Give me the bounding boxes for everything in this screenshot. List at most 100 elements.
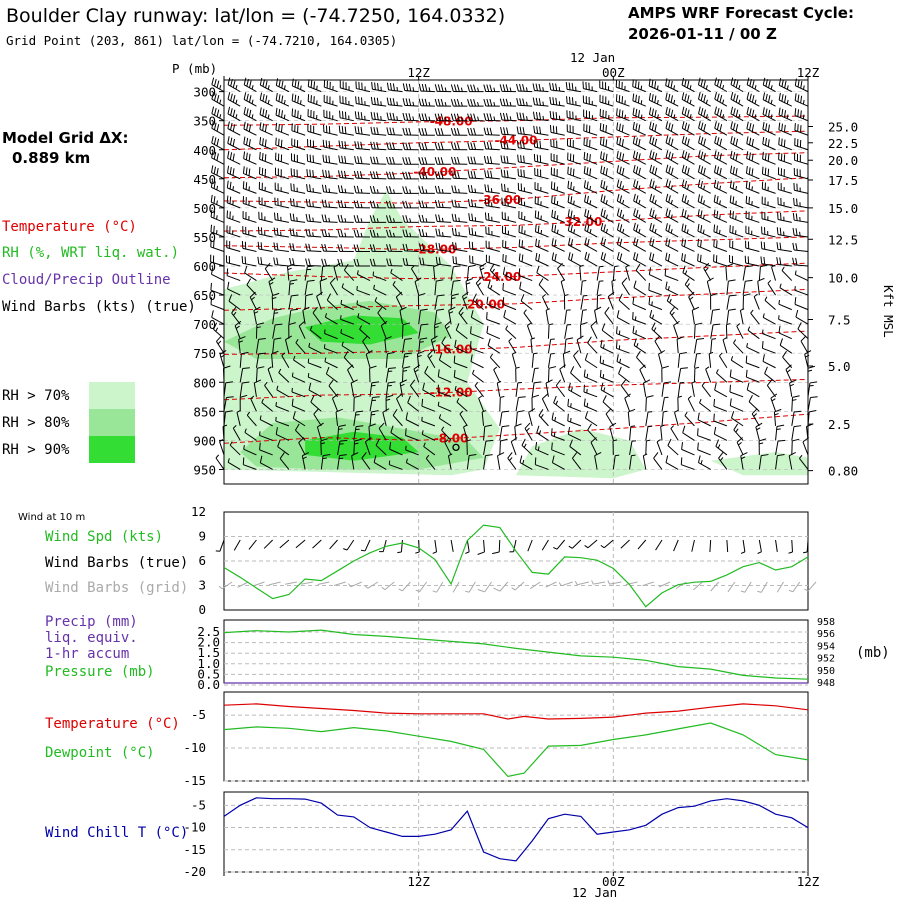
- upper-wind-barb-flag: [719, 167, 722, 176]
- upper-wind-barb-flag: [291, 294, 299, 297]
- upper-wind-barb: [291, 205, 306, 209]
- upper-wind-barb: [357, 316, 371, 325]
- upper-wind-barb-half-flag: [722, 99, 725, 104]
- upper-wind-barb-half-flag: [477, 102, 480, 107]
- upper-wind-barb: [661, 411, 664, 426]
- upper-wind-barb-flag: [454, 339, 457, 348]
- upper-wind-barb: [483, 455, 486, 470]
- upper-wind-barb: [714, 98, 728, 107]
- upper-wind-barb: [259, 173, 273, 180]
- upper-wind-barb-half-flag: [689, 99, 692, 104]
- upper-wind-barb-flag: [584, 251, 588, 260]
- upper-wind-barb: [585, 359, 598, 369]
- upper-wind-barb-flag: [728, 308, 736, 311]
- upper-wind-barb-flag: [535, 97, 538, 106]
- upper-wind-barb-flag: [576, 335, 584, 341]
- upper-wind-barb-flag: [402, 142, 406, 150]
- upper-wind-barb-flag: [654, 167, 658, 175]
- upper-wind-barb-half-flag: [660, 424, 665, 427]
- upper-wind-barb-flag: [633, 280, 637, 288]
- upper-wind-barb-flag: [358, 96, 360, 105]
- upper-wind-barb-flag: [338, 155, 341, 163]
- upper-wind-barb-flag: [360, 126, 363, 135]
- upper-wind-barb-half-flag: [216, 215, 218, 220]
- upper-wind-barb: [649, 259, 663, 267]
- upper-wind-barb-flag: [402, 157, 406, 165]
- upper-wind-barb: [795, 274, 809, 281]
- upper-wind-barb: [600, 346, 614, 354]
- upper-wind-barb-flag: [536, 425, 540, 433]
- upper-wind-barb: [307, 130, 322, 136]
- upper-wind-barb-half-flag: [428, 355, 433, 359]
- upper-wind-barb: [279, 458, 290, 470]
- upper-wind-barb-flag: [735, 138, 739, 147]
- upper-wind-barb-flag: [735, 80, 739, 88]
- upper-wind-barb: [567, 405, 582, 412]
- upper-wind-barb: [356, 162, 371, 165]
- upper-wind-barb: [421, 405, 436, 412]
- upper-wind-barb: [276, 433, 290, 441]
- upper-wind-barb-flag: [264, 154, 267, 162]
- upper-wind-barb: [773, 411, 777, 426]
- upper-wind-barb: [385, 368, 390, 383]
- upper-wind-barb-flag: [453, 355, 456, 363]
- upper-wind-barb: [407, 402, 419, 412]
- upper-wind-barb-flag: [210, 209, 213, 218]
- upper-wind-barb-flag: [376, 142, 379, 150]
- true-wind-barb: [655, 539, 663, 551]
- upper-wind-barb-half-flag: [589, 185, 592, 191]
- upper-wind-barb-flag: [519, 112, 522, 120]
- upper-wind-barb-flag: [545, 379, 553, 384]
- upper-wind-barb-flag: [584, 208, 587, 217]
- upper-wind-barb-flag: [603, 195, 606, 203]
- kft-tick-label: 2.5: [828, 417, 851, 432]
- upper-wind-barb: [275, 405, 290, 412]
- upper-wind-barb-half-flag: [289, 282, 295, 285]
- upper-wind-barb-flag: [618, 123, 621, 131]
- upper-wind-barb-flag: [421, 83, 425, 92]
- upper-wind-barb-flag: [340, 214, 344, 223]
- upper-wind-barb-flag: [651, 137, 655, 145]
- upper-wind-barb-half-flag: [579, 264, 584, 268]
- upper-wind-barb: [777, 263, 792, 267]
- true-wind-barb: [513, 539, 517, 552]
- upper-wind-barb-flag: [392, 83, 395, 91]
- upper-wind-barb: [211, 273, 225, 281]
- upper-wind-barb-half-flag: [283, 85, 286, 90]
- upper-wind-barb-half-flag: [686, 229, 689, 234]
- upper-wind-barb-flag: [486, 325, 489, 334]
- upper-wind-barb-flag: [697, 442, 699, 450]
- upper-wind-barb: [211, 157, 225, 165]
- upper-wind-barb-flag: [632, 296, 635, 305]
- upper-wind-barb-flag: [438, 242, 441, 251]
- upper-wind-barb-half-flag: [733, 339, 737, 344]
- upper-wind-barb: [795, 316, 809, 325]
- upper-wind-barb-flag: [275, 323, 283, 326]
- upper-wind-barb-flag: [372, 244, 376, 252]
- upper-wind-barb-flag: [583, 398, 586, 406]
- upper-wind-barb-flag: [713, 426, 717, 435]
- upper-wind-barb: [564, 324, 568, 339]
- upper-wind-barb-flag: [681, 238, 684, 246]
- upper-wind-barb-flag: [751, 408, 758, 415]
- grid-wind-barb: [401, 581, 411, 592]
- upper-wind-barb-flag: [470, 185, 474, 193]
- upper-wind-barb: [518, 118, 533, 122]
- upper-wind-barb: [323, 146, 338, 151]
- upper-wind-barb-flag: [467, 84, 471, 92]
- upper-wind-barb-flag: [735, 168, 738, 176]
- upper-wind-barb-flag: [654, 138, 658, 147]
- upper-wind-barb-flag: [280, 124, 283, 133]
- upper-wind-barb: [486, 261, 500, 267]
- upper-wind-barb-flag: [437, 113, 441, 121]
- upper-wind-barb-flag: [339, 439, 348, 442]
- upper-wind-barb-flag: [402, 186, 406, 194]
- upper-wind-barb-flag: [486, 312, 488, 320]
- upper-wind-barb-flag: [783, 110, 787, 118]
- upper-wind-barb: [770, 397, 777, 412]
- upper-wind-barb: [713, 420, 728, 427]
- legend-wind-barbs-true: Wind Barbs (true): [45, 555, 188, 571]
- upper-wind-barb-half-flag: [463, 296, 468, 300]
- upper-wind-barb-flag: [716, 195, 719, 204]
- pressure-tick-label: 600: [193, 259, 216, 274]
